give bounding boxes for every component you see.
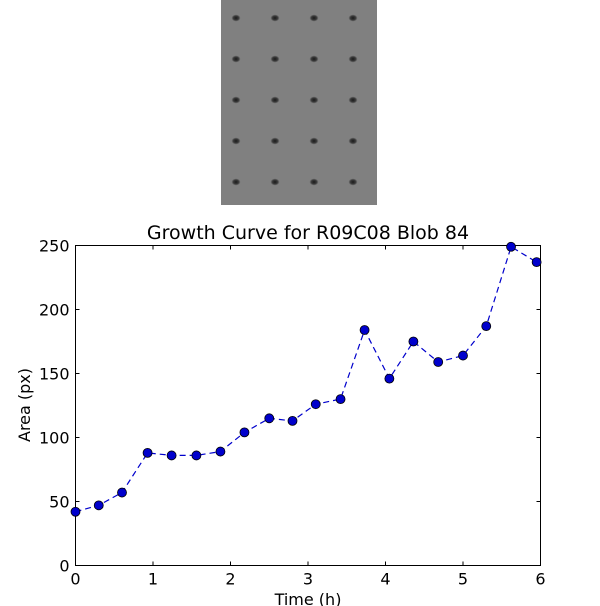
plot-frame [75, 245, 541, 566]
colony-dot [231, 96, 241, 104]
series-points [70, 241, 542, 517]
data-point [310, 399, 321, 410]
data-point [481, 321, 492, 332]
microscopy-image [221, 0, 377, 205]
data-point [239, 427, 250, 438]
y-tick-label: 100 [39, 429, 70, 448]
data-point [359, 325, 370, 335]
data-point [384, 373, 395, 384]
colony-dot [348, 178, 358, 186]
y-tick-label: 250 [39, 237, 70, 256]
data-point [93, 500, 104, 511]
data-point [191, 450, 202, 461]
colony-grid [231, 14, 358, 186]
colony-dot [270, 137, 280, 145]
data-point [506, 241, 516, 252]
data-point [215, 446, 226, 457]
y-tick-label: 150 [39, 365, 70, 384]
data-point [531, 257, 542, 268]
x-tick-label: 6 [535, 570, 545, 589]
y-tick-label: 50 [49, 493, 69, 512]
axis-ticks [75, 245, 541, 566]
data-point [166, 450, 177, 461]
colony-dot [309, 178, 319, 186]
data-point [142, 447, 153, 458]
colony-dot [309, 14, 319, 22]
x-tick-label: 2 [225, 570, 235, 589]
data-point [458, 350, 468, 361]
colony-dot [309, 55, 319, 63]
colony-dot [270, 14, 280, 22]
x-axis-label: Time (h) [274, 590, 342, 606]
y-axis-label: Area (px) [15, 368, 34, 442]
colony-dot [231, 137, 241, 145]
y-tick-labels: 0 50 100 150 200 250 [39, 237, 70, 576]
data-point [264, 413, 275, 424]
colony-dot [348, 14, 358, 22]
colony-dot [270, 96, 280, 104]
colony-dot [348, 96, 358, 104]
colony-dot [348, 137, 358, 145]
colony-dot [309, 137, 319, 145]
colony-dot [270, 55, 280, 63]
data-point [433, 357, 444, 367]
data-point [408, 336, 419, 347]
colony-dot [270, 178, 280, 186]
chart-title: Growth Curve for R09C08 Blob 84 [147, 222, 469, 244]
data-point [117, 487, 127, 498]
series-line [75, 245, 537, 513]
x-tick-label: 4 [380, 570, 390, 589]
y-tick-label: 0 [59, 557, 69, 576]
data-point [335, 394, 346, 405]
colony-dot [231, 55, 241, 63]
colony-dot [309, 96, 319, 104]
x-tick-label: 1 [148, 570, 158, 589]
data-point [70, 506, 81, 517]
colony-dot [348, 55, 358, 63]
data-point [287, 415, 298, 426]
x-tick-labels: 0 1 2 3 4 5 6 [70, 570, 545, 589]
x-tick-label: 3 [303, 570, 313, 589]
colony-dot [231, 178, 241, 186]
colony-dot [231, 14, 241, 22]
y-tick-label: 200 [39, 301, 70, 320]
x-tick-label: 0 [70, 570, 80, 589]
x-tick-label: 5 [458, 570, 468, 589]
